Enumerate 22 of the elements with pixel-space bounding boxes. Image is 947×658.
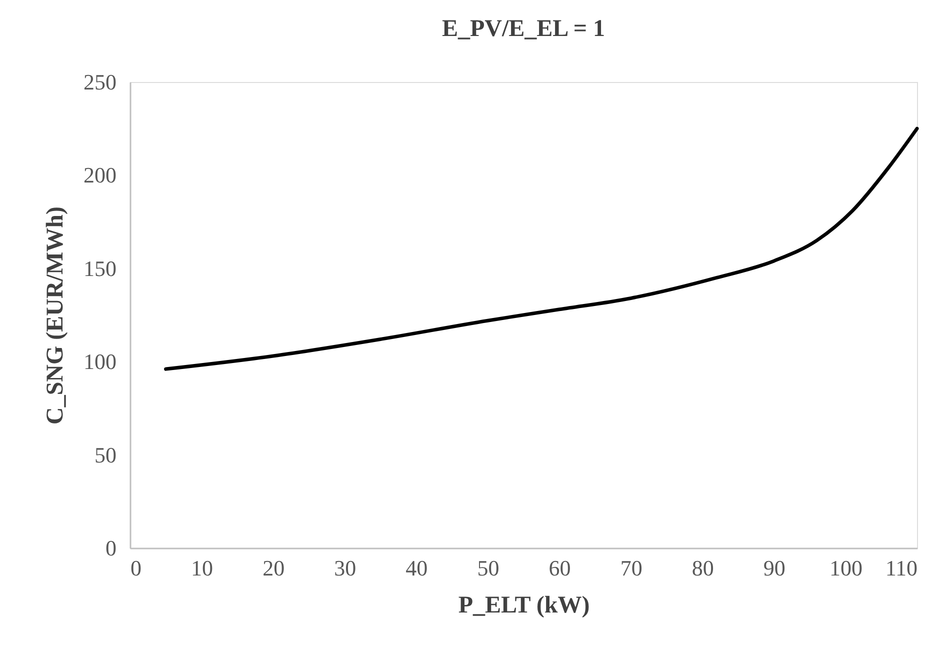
x-tick-label: 10 <box>191 556 214 580</box>
y-tick-label: 200 <box>84 162 116 188</box>
y-tick-label: 100 <box>84 349 116 374</box>
x-tick-label: 80 <box>692 556 714 580</box>
x-tick-label: 0 <box>130 556 142 580</box>
chart-title: E_PV/E_EL = 1 <box>442 16 606 42</box>
x-tick-label: 60 <box>548 556 571 580</box>
x-tick-label: 30 <box>334 556 356 580</box>
y-tick-label: 50 <box>94 442 116 468</box>
x-tick-label: 40 <box>406 556 428 580</box>
x-tick-label: 50 <box>477 556 500 580</box>
x-tick-label: 20 <box>262 556 285 580</box>
x-tick-label: 100 <box>829 556 862 580</box>
y-tick-label: 150 <box>84 256 116 281</box>
line-series <box>164 126 919 371</box>
x-tick-label: 70 <box>620 556 642 580</box>
x-tick-label: 110 <box>885 556 918 580</box>
y-tick-label: 250 <box>84 70 116 94</box>
y-tick-label: 0 <box>106 536 116 560</box>
x-axis-title: P_ELT (kW) <box>458 592 590 618</box>
y-axis-title: C_SNG (EUR/MWh) <box>42 206 68 425</box>
x-tick-label: 90 <box>763 556 786 580</box>
